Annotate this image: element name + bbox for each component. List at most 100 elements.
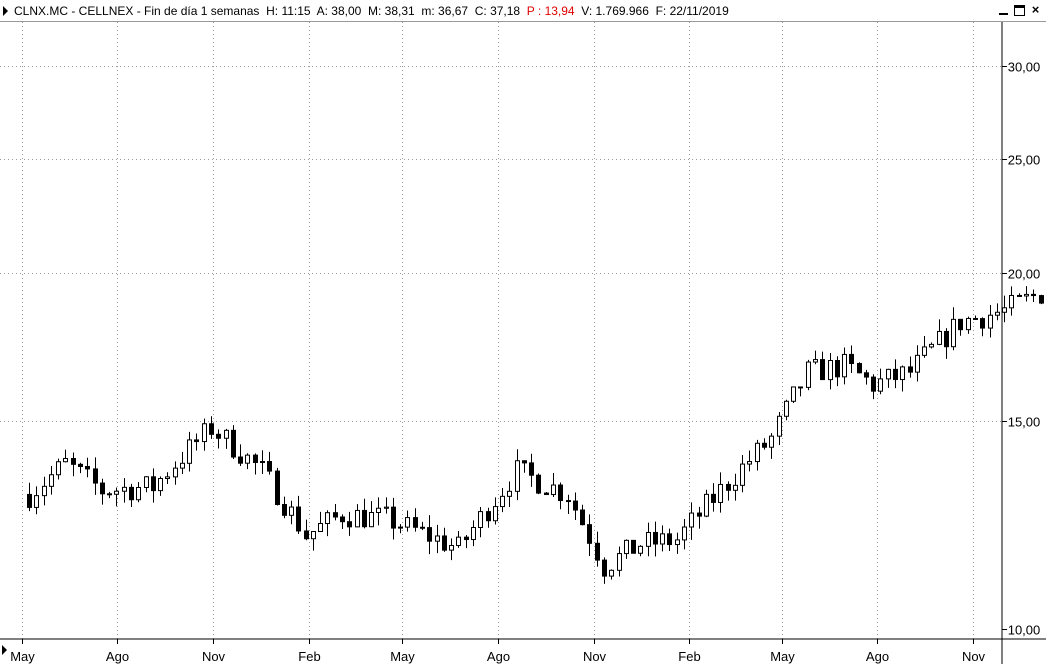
candle-body bbox=[376, 507, 381, 513]
candle-body bbox=[740, 463, 745, 486]
candle-body bbox=[697, 512, 702, 517]
candle-body bbox=[908, 366, 913, 373]
candle-body bbox=[42, 485, 47, 497]
candle-body bbox=[180, 462, 185, 469]
candle-body bbox=[449, 544, 454, 551]
candle-body bbox=[878, 378, 883, 392]
candle-body bbox=[646, 531, 651, 547]
candle-body bbox=[362, 509, 367, 528]
candle-body bbox=[900, 366, 905, 381]
candle-body bbox=[253, 454, 258, 463]
x-tick-label: Feb bbox=[678, 649, 700, 664]
candle-body bbox=[165, 476, 170, 480]
candlestick-series bbox=[27, 286, 1044, 584]
maximize-button[interactable] bbox=[1014, 5, 1025, 16]
volume-value: V: 1.769.966 bbox=[581, 4, 649, 18]
candle-body bbox=[355, 509, 360, 528]
candle-body bbox=[507, 490, 512, 497]
candle-body bbox=[777, 415, 782, 437]
candle-body bbox=[915, 354, 920, 373]
candle-body bbox=[726, 483, 731, 491]
candle-body bbox=[835, 359, 840, 378]
candle-body bbox=[689, 512, 694, 528]
candle-body bbox=[988, 314, 993, 329]
candle-body bbox=[544, 492, 549, 496]
candle-body bbox=[675, 539, 680, 546]
candle-body bbox=[296, 506, 301, 532]
y-tick-label: 25,00 bbox=[1008, 153, 1041, 168]
candle-body bbox=[718, 483, 723, 503]
candle-body bbox=[995, 311, 1000, 316]
candle-body bbox=[871, 376, 876, 392]
date-value: F: 22/11/2019 bbox=[655, 4, 729, 18]
price-chart[interactable]: 45,0040,0035,0030,0025,0020,0015,0010,00… bbox=[0, 22, 1046, 664]
candle-body bbox=[711, 493, 716, 503]
low-value: m: 36,67 bbox=[421, 4, 469, 18]
chart-header-info: CLNX.MC - CELLNEX - Fin de día 1 semanas… bbox=[14, 4, 729, 18]
candle-body bbox=[333, 512, 338, 518]
hour-value: H: 11:15 bbox=[266, 4, 311, 18]
candle-body bbox=[136, 486, 141, 501]
candle-body bbox=[427, 527, 432, 542]
candle-body bbox=[551, 484, 556, 496]
candle-body bbox=[682, 526, 687, 541]
candle-body bbox=[886, 368, 891, 380]
close-value: C: 37,18 bbox=[474, 4, 521, 18]
candle-body bbox=[71, 457, 76, 465]
candle-body bbox=[231, 429, 236, 458]
x-tick-label: Ago bbox=[487, 649, 510, 664]
y-tick-label: 20,00 bbox=[1008, 267, 1041, 282]
candle-body bbox=[151, 476, 156, 492]
candle-body bbox=[56, 461, 61, 476]
candle-body bbox=[93, 468, 98, 484]
candle-body bbox=[522, 460, 527, 464]
candle-body bbox=[784, 400, 789, 417]
candle-body bbox=[27, 493, 32, 508]
candle-body bbox=[275, 470, 280, 506]
candle-body bbox=[289, 506, 294, 516]
candle-body bbox=[49, 474, 54, 487]
candle-body bbox=[1009, 294, 1014, 309]
x-tick-label: May bbox=[770, 649, 795, 664]
candle-body bbox=[478, 511, 483, 529]
minimize-button[interactable] bbox=[998, 5, 1009, 16]
candle-body bbox=[704, 493, 709, 517]
candle-body bbox=[224, 429, 229, 439]
menu-arrow-icon[interactable] bbox=[3, 6, 8, 16]
candle-body bbox=[966, 317, 971, 331]
candle-body bbox=[194, 439, 199, 443]
candle-body bbox=[471, 527, 476, 541]
candle-body bbox=[260, 461, 265, 464]
candle-body bbox=[864, 372, 869, 378]
candle-body bbox=[566, 500, 571, 503]
candle-body bbox=[173, 467, 178, 478]
candle-body bbox=[325, 512, 330, 525]
candle-body bbox=[806, 361, 811, 388]
candle-body bbox=[595, 542, 600, 561]
x-tick-label: Nov bbox=[962, 649, 986, 664]
candle-body bbox=[849, 353, 854, 365]
candle-body bbox=[202, 423, 207, 443]
chart-window-titlebar: CLNX.MC - CELLNEX - Fin de día 1 semanas… bbox=[0, 0, 1046, 22]
candle-body bbox=[755, 442, 760, 463]
close-button[interactable]: × bbox=[1031, 2, 1040, 17]
candle-body bbox=[587, 524, 592, 544]
candle-body bbox=[85, 465, 90, 470]
candle-body bbox=[144, 476, 149, 488]
candle-body bbox=[536, 474, 541, 494]
candle-body bbox=[857, 363, 862, 374]
scroll-left-arrow-icon[interactable] bbox=[2, 645, 7, 655]
y-tick-label: 30,00 bbox=[1008, 60, 1041, 75]
candle-body bbox=[464, 536, 469, 541]
candle-body bbox=[762, 442, 767, 448]
candle-body bbox=[100, 482, 105, 495]
candle-body bbox=[529, 462, 534, 476]
candle-body bbox=[798, 386, 803, 389]
candle-body bbox=[384, 506, 389, 509]
x-axis: MayAgoNovFebMayAgoNovFebMayAgoNovFebMayA… bbox=[0, 638, 1046, 664]
y-tick-label: 10,00 bbox=[1008, 623, 1041, 638]
candle-body bbox=[1024, 293, 1029, 297]
candle-body bbox=[209, 423, 214, 435]
candle-body bbox=[347, 521, 352, 528]
